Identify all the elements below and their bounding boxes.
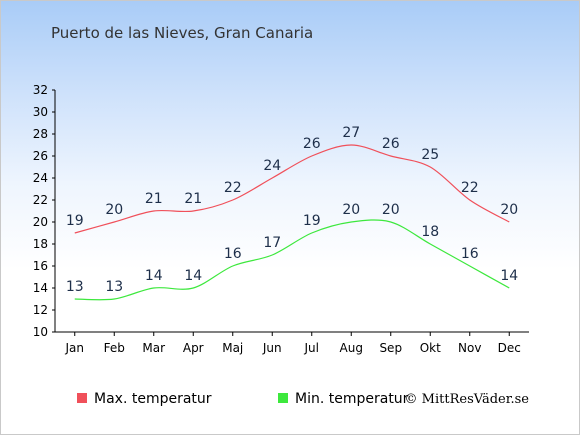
max-temperature-line — [74, 144, 510, 234]
y-tick-label: 22 — [33, 193, 48, 207]
x-tick-label: Jul — [304, 341, 319, 355]
legend-label: Min. temperatur — [295, 391, 409, 407]
y-tick-label: 18 — [33, 237, 48, 251]
x-tick-label: Apr — [183, 341, 204, 355]
x-tick-label: Aug — [340, 341, 363, 355]
max-data-label: 21 — [145, 191, 163, 207]
min-data-label: 14 — [145, 268, 163, 284]
y-tick-label: 30 — [33, 105, 48, 119]
x-tick-label: Okt — [420, 341, 441, 355]
x-tick-label: Mar — [142, 341, 165, 355]
y-tick-label: 12 — [33, 303, 48, 317]
x-tick-label: Feb — [104, 341, 125, 355]
max-data-label: 20 — [105, 202, 123, 218]
max-data-label: 25 — [421, 147, 439, 163]
y-tick-label: 14 — [33, 281, 48, 295]
max-data-label: 21 — [184, 191, 202, 207]
min-data-label: 13 — [66, 279, 84, 295]
min-data-label: 20 — [382, 202, 400, 218]
x-tick-label: Nov — [458, 341, 481, 355]
min-data-label: 14 — [184, 268, 202, 284]
y-tick-label: 10 — [33, 325, 48, 339]
min-data-label: 17 — [263, 235, 281, 251]
max-data-label: 22 — [461, 180, 479, 196]
min-data-label: 16 — [224, 246, 242, 262]
legend-swatch — [77, 393, 87, 403]
max-data-label: 19 — [66, 213, 84, 229]
x-tick-label: Sep — [379, 341, 402, 355]
y-tick-label: 28 — [33, 127, 48, 141]
min-temperature-line — [74, 219, 510, 301]
legend: Max. temperatur Min. temperatur — [77, 391, 409, 407]
min-data-label: 16 — [461, 246, 479, 262]
legend-swatch — [278, 393, 288, 403]
max-data-label: 22 — [224, 180, 242, 196]
max-data-label: 24 — [263, 158, 281, 174]
min-data-label: 14 — [500, 268, 518, 284]
y-tick-label: 20 — [33, 215, 48, 229]
x-tick-label: Jun — [262, 341, 282, 355]
credit-text: © MittResVäder.se — [405, 392, 530, 407]
chart-title: Puerto de las Nieves, Gran Canaria — [51, 24, 313, 42]
series-lines — [74, 144, 510, 301]
max-data-label: 27 — [342, 125, 360, 141]
min-data-label: 19 — [303, 213, 321, 229]
y-tick-label: 24 — [33, 171, 48, 185]
max-data-label: 26 — [303, 136, 321, 152]
data-labels: 19 20 21 21 22 24 26 27 26 25 22 20 13 13 14 14 16 17 19 20… — [66, 125, 518, 295]
chart-axes: 10 12 14 16 18 20 22 24 26 28 30 32 Jan Feb Mar Apr Maj J… — [33, 83, 529, 355]
y-tick-label: 26 — [33, 149, 48, 163]
y-tick-label: 16 — [33, 259, 48, 273]
min-data-label: 18 — [421, 224, 439, 240]
max-data-label: 20 — [500, 202, 518, 218]
min-data-label: 13 — [105, 279, 123, 295]
max-data-label: 26 — [382, 136, 400, 152]
legend-label: Max. temperatur — [94, 391, 212, 407]
x-tick-label: Jan — [65, 341, 85, 355]
min-data-label: 20 — [342, 202, 360, 218]
x-tick-label: Dec — [498, 341, 521, 355]
x-tick-label: Maj — [222, 341, 243, 355]
y-tick-label: 32 — [33, 83, 48, 97]
